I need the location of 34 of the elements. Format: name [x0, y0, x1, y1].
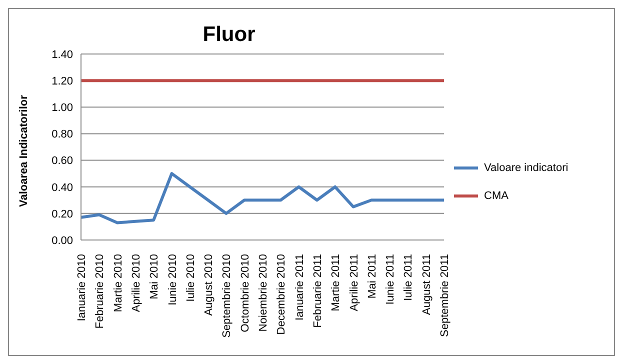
x-tick-label: August 2010 [203, 254, 216, 316]
y-tick-label: 0.80 [52, 128, 73, 141]
y-tick-label: 1.00 [52, 102, 73, 114]
y-tick-label: 0.00 [52, 234, 73, 247]
x-tick-label: Septembrie 2011 [439, 254, 451, 337]
y-axis-title: Valoarea Indicatorilor [18, 94, 30, 207]
legend-label: Valoare indicatori [484, 162, 568, 174]
y-tick-label: 1.20 [52, 75, 73, 88]
x-tick-label: Martie 2011 [330, 254, 342, 312]
y-tick-label: 0.20 [52, 208, 73, 220]
x-tick-label: Septembrie 2010 [221, 254, 234, 338]
x-tick-label: Iulie 2011 [402, 254, 415, 301]
chart-title: Fluor [202, 23, 256, 47]
x-tick-label: Aprilie 2011 [348, 254, 360, 312]
x-tick-label: Februarie 2011 [312, 254, 324, 328]
x-tick-label: Martie 2010 [112, 254, 124, 312]
x-tick-label: Ianuarie 2010 [76, 254, 88, 322]
y-tick-label: 0.40 [52, 182, 73, 194]
line-series [80, 172, 446, 224]
x-tick-label: Iulie 2010 [184, 254, 197, 302]
x-tick-label: Mai 2011 [366, 254, 378, 298]
x-tick-label: Octombrie 2010 [239, 254, 252, 332]
x-tick-label: Aprilie 2010 [130, 254, 142, 312]
x-tick-label: Noiembrie 2010 [258, 254, 270, 332]
x-tick-label: Decembrie 2010 [276, 254, 288, 335]
x-tick-label: Ianuarie 2011 [294, 254, 306, 320]
x-tick-label: August 2011 [420, 254, 433, 315]
legend-label: CMA [484, 190, 508, 202]
x-tick-label: Iunie 2011 [384, 254, 397, 305]
x-tick-label: Mai 2010 [148, 254, 161, 300]
x-tick-label: Iunie 2010 [166, 254, 179, 306]
y-tick-label: 1.40 [52, 48, 73, 61]
y-tick-label: 0.60 [52, 155, 73, 168]
x-tick-label: Februarie 2010 [94, 254, 106, 329]
